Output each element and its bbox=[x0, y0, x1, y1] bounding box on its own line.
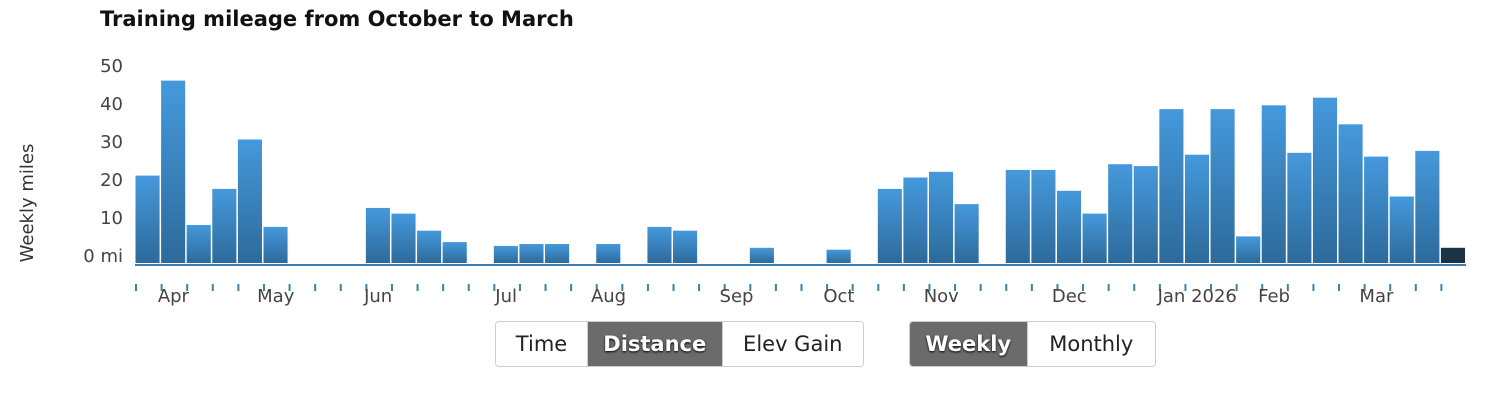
bar bbox=[1005, 169, 1030, 263]
bar bbox=[1082, 213, 1107, 263]
chart: Training mileage from October to March W… bbox=[17, 7, 1466, 307]
bar bbox=[1159, 109, 1184, 263]
bar bbox=[1261, 105, 1286, 263]
chart-title: Training mileage from October to March bbox=[100, 7, 574, 31]
bar bbox=[391, 213, 416, 263]
bar bbox=[749, 247, 774, 263]
metric-button[interactable]: Distance bbox=[588, 322, 723, 366]
y-tick-label: 50 bbox=[100, 56, 123, 77]
bar bbox=[1133, 166, 1158, 263]
x-tick-label: Mar bbox=[1359, 286, 1394, 307]
x-tick-label: Feb bbox=[1258, 286, 1290, 307]
bar bbox=[1184, 154, 1210, 263]
bar bbox=[1056, 190, 1082, 263]
y-tick-label: 0 mi bbox=[83, 246, 123, 267]
bar bbox=[1338, 124, 1363, 263]
bar bbox=[1440, 247, 1465, 263]
bar bbox=[903, 177, 928, 263]
bar bbox=[186, 225, 211, 263]
metric-button[interactable]: Time bbox=[496, 322, 588, 366]
x-tick-label: Dec bbox=[1052, 286, 1087, 307]
bar bbox=[519, 244, 544, 263]
x-tick-label: Sep bbox=[720, 286, 754, 307]
x-tick-label: Nov bbox=[924, 286, 959, 307]
bar bbox=[826, 249, 851, 263]
bar bbox=[1210, 109, 1235, 263]
bar bbox=[161, 80, 186, 263]
bar bbox=[1236, 236, 1261, 263]
y-tick-label: 10 bbox=[100, 208, 123, 229]
y-tick-label: 40 bbox=[100, 94, 123, 115]
bar bbox=[442, 242, 467, 263]
metric-toggle: Time Distance Elev Gain bbox=[495, 321, 864, 367]
bar bbox=[1389, 196, 1414, 263]
bar bbox=[673, 230, 698, 263]
x-tick-label: Aug bbox=[591, 286, 626, 307]
bar bbox=[237, 139, 262, 263]
y-tick-label: 30 bbox=[100, 132, 123, 153]
y-tick-label: 20 bbox=[100, 170, 123, 191]
y-axis-label: Weekly miles bbox=[17, 144, 38, 263]
bar bbox=[954, 204, 979, 263]
bar bbox=[493, 245, 518, 263]
bar bbox=[928, 171, 954, 263]
bar bbox=[1364, 156, 1389, 263]
bar bbox=[417, 230, 442, 263]
bar bbox=[647, 226, 672, 263]
bar bbox=[1312, 97, 1338, 263]
bar bbox=[545, 244, 570, 263]
bar bbox=[263, 226, 288, 263]
period-button[interactable]: Monthly bbox=[1027, 322, 1155, 366]
bar bbox=[877, 188, 902, 263]
x-tick-label: Apr bbox=[158, 286, 190, 307]
x-tick-label: May bbox=[257, 286, 295, 307]
bar bbox=[135, 175, 160, 263]
bar bbox=[1031, 169, 1056, 263]
period-button[interactable]: Weekly bbox=[910, 322, 1028, 366]
bar bbox=[212, 188, 237, 263]
bar bbox=[365, 207, 390, 263]
bar bbox=[1415, 150, 1440, 263]
bar bbox=[1287, 152, 1312, 263]
x-tick-label: Jul bbox=[494, 286, 517, 307]
x-tick-label: Oct bbox=[823, 286, 854, 307]
metric-button[interactable]: Elev Gain bbox=[722, 322, 863, 366]
bar bbox=[596, 244, 621, 263]
bar bbox=[1108, 164, 1133, 263]
x-tick-label: Jan 2026 bbox=[1157, 286, 1237, 307]
x-tick-label: Jun bbox=[363, 286, 392, 307]
period-toggle: Weekly Monthly bbox=[909, 321, 1156, 367]
